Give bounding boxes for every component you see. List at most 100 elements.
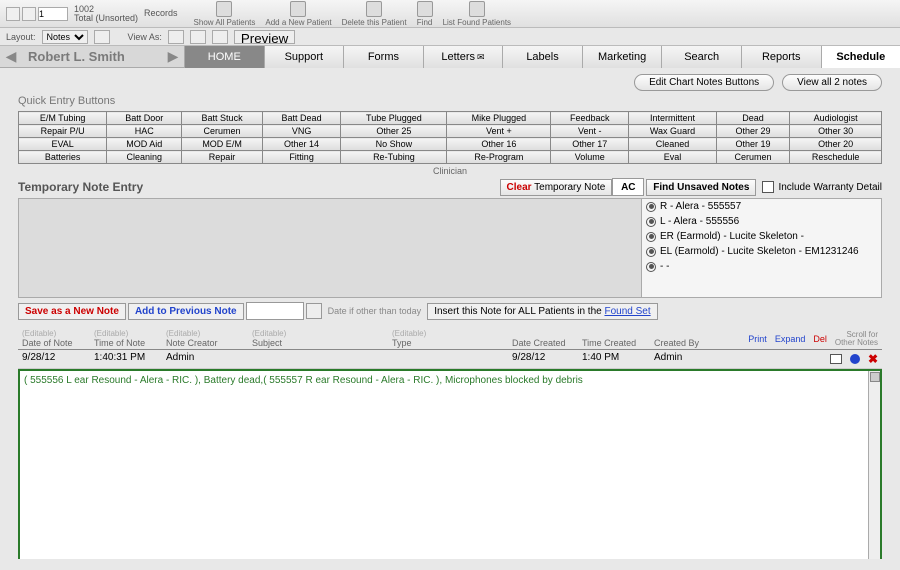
calendar-icon[interactable] (306, 303, 322, 319)
cell-time[interactable]: 1:40:31 PM (90, 350, 162, 368)
note-row[interactable]: 9/28/12 1:40:31 PM Admin 9/28/12 1:40 PM… (18, 350, 882, 369)
quick-button[interactable]: Fitting (262, 151, 341, 164)
override-date-input[interactable] (246, 302, 304, 320)
quick-button[interactable]: Wax Guard (629, 125, 717, 138)
show-all-button[interactable]: Show All Patients (190, 1, 260, 27)
add-patient-button[interactable]: Add a New Patient (261, 1, 335, 27)
device-row[interactable]: EL (Earmold) - Lucite Skeleton - EM12312… (642, 244, 881, 259)
quick-button[interactable]: Other 19 (716, 138, 789, 151)
add-previous-note-button[interactable]: Add to Previous Note (128, 303, 244, 320)
device-row[interactable]: R - Alera - 555557 (642, 199, 881, 214)
scrollbar[interactable] (868, 371, 880, 559)
next-patient-button[interactable]: ▶ (162, 48, 184, 65)
quick-button[interactable]: Other 17 (551, 138, 629, 151)
quick-button[interactable]: Tube Plugged (341, 112, 447, 125)
device-radio[interactable] (646, 232, 656, 242)
quick-button[interactable]: Cerumen (182, 125, 262, 138)
quick-button[interactable]: Mike Plugged (447, 112, 551, 125)
cell-date[interactable]: 9/28/12 (18, 350, 90, 368)
quick-button[interactable]: Feedback (551, 112, 629, 125)
quick-button[interactable]: No Show (341, 138, 447, 151)
delete-note-icon[interactable]: ✖ (868, 352, 878, 366)
device-radio[interactable] (646, 262, 656, 272)
warranty-toggle[interactable]: Include Warranty Detail (762, 181, 882, 193)
device-row[interactable]: ER (Earmold) - Lucite Skeleton - (642, 229, 881, 244)
next-record-button[interactable] (22, 7, 36, 21)
tab-home[interactable]: HOME (184, 46, 264, 68)
scroll-up-button[interactable] (870, 372, 880, 382)
device-row[interactable]: - - (642, 259, 881, 274)
delete-patient-button[interactable]: Delete this Patient (338, 1, 411, 27)
clinician-input[interactable] (612, 178, 644, 196)
tab-letters[interactable]: Letters✉ (423, 46, 503, 68)
quick-button[interactable]: Re-Program (447, 151, 551, 164)
quick-button[interactable]: Batteries (19, 151, 107, 164)
quick-button[interactable]: Other 29 (716, 125, 789, 138)
edit-chart-notes-button[interactable]: Edit Chart Notes Buttons (634, 74, 774, 91)
quick-button[interactable]: Other 16 (447, 138, 551, 151)
quick-button[interactable]: Repair (182, 151, 262, 164)
tab-search[interactable]: Search (661, 46, 741, 68)
quick-button[interactable]: Intermittent (629, 112, 717, 125)
print-icon[interactable] (830, 354, 842, 364)
cell-creator[interactable]: Admin (162, 350, 248, 368)
quick-button[interactable]: Dead (716, 112, 789, 125)
quick-button[interactable]: Other 30 (790, 125, 882, 138)
tab-labels[interactable]: Labels (502, 46, 582, 68)
tab-marketing[interactable]: Marketing (582, 46, 662, 68)
quick-button[interactable]: Batt Dead (262, 112, 341, 125)
quick-button[interactable]: MOD E/M (182, 138, 262, 151)
view-table-button[interactable] (212, 30, 228, 44)
tab-support[interactable]: Support (264, 46, 344, 68)
insert-all-button[interactable]: Insert this Note for ALL Patients in the… (427, 303, 657, 320)
warranty-checkbox[interactable] (762, 181, 774, 193)
list-found-button[interactable]: List Found Patients (439, 1, 515, 27)
device-radio[interactable] (646, 247, 656, 257)
temp-note-textarea[interactable] (18, 198, 642, 298)
prev-patient-button[interactable]: ◀ (0, 48, 22, 65)
find-button[interactable]: Find (413, 1, 437, 27)
cell-type[interactable] (388, 350, 508, 368)
preview-button[interactable]: Preview (234, 30, 295, 44)
quick-button[interactable]: Volume (551, 151, 629, 164)
clear-temp-note-button[interactable]: Clear Temporary Note (500, 179, 613, 196)
quick-button[interactable]: Reschedule (790, 151, 882, 164)
device-row[interactable]: L - Alera - 555556 (642, 214, 881, 229)
quick-button[interactable]: Other 14 (262, 138, 341, 151)
save-new-note-button[interactable]: Save as a New Note (18, 303, 126, 320)
quick-button[interactable]: Batt Stuck (182, 112, 262, 125)
quick-button[interactable]: Other 20 (790, 138, 882, 151)
quick-button[interactable]: Cleaned (629, 138, 717, 151)
quick-button[interactable]: Repair P/U (19, 125, 107, 138)
find-unsaved-button[interactable]: Find Unsaved Notes (646, 179, 756, 196)
layout-arrow-button[interactable] (94, 30, 110, 44)
prev-record-button[interactable] (6, 7, 20, 21)
record-number-input[interactable] (38, 7, 68, 21)
device-radio[interactable] (646, 202, 656, 212)
print-header: Print (748, 334, 767, 344)
quick-button[interactable]: Audiologist (790, 112, 882, 125)
quick-button[interactable]: Vent - (551, 125, 629, 138)
view-form-button[interactable] (168, 30, 184, 44)
tab-schedule[interactable]: Schedule (821, 46, 900, 68)
cell-subject[interactable] (248, 350, 388, 368)
quick-button[interactable]: EVAL (19, 138, 107, 151)
quick-button[interactable]: E/M Tubing (19, 112, 107, 125)
expand-icon[interactable] (850, 354, 860, 364)
quick-button[interactable]: HAC (107, 125, 182, 138)
tab-forms[interactable]: Forms (343, 46, 423, 68)
view-all-notes-button[interactable]: View all 2 notes (782, 74, 882, 91)
quick-button[interactable]: Batt Door (107, 112, 182, 125)
quick-button[interactable]: VNG (262, 125, 341, 138)
quick-button[interactable]: MOD Aid (107, 138, 182, 151)
quick-button[interactable]: Other 25 (341, 125, 447, 138)
device-radio[interactable] (646, 217, 656, 227)
quick-button[interactable]: Re-Tubing (341, 151, 447, 164)
quick-button[interactable]: Eval (629, 151, 717, 164)
layout-select[interactable]: Notes (42, 30, 88, 44)
quick-button[interactable]: Vent + (447, 125, 551, 138)
quick-button[interactable]: Cleaning (107, 151, 182, 164)
view-list-button[interactable] (190, 30, 206, 44)
tab-reports[interactable]: Reports (741, 46, 821, 68)
quick-button[interactable]: Cerumen (716, 151, 789, 164)
